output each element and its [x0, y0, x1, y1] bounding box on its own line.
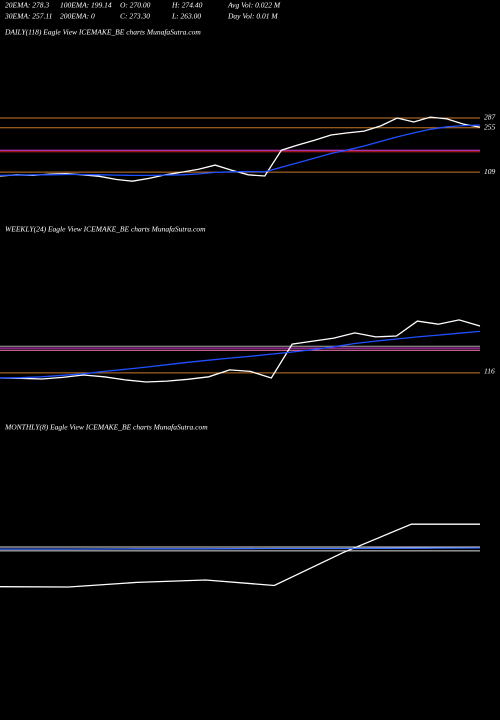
- header-stat: Avg Vol: 0.022 M: [227, 1, 281, 10]
- price-line: [0, 523, 480, 588]
- header-stat: 200EMA: 0: [60, 12, 95, 21]
- header-stat: Day Vol: 0.01 M: [227, 12, 278, 21]
- price-label: 287: [484, 113, 496, 122]
- header-stat: 30EMA: 257.11: [4, 12, 52, 21]
- header-stat: O: 270.00: [120, 1, 151, 10]
- header-stat: L: 263.00: [171, 12, 201, 21]
- header-stat: 100EMA: 199.14: [60, 1, 112, 10]
- price-label: 255: [484, 122, 496, 131]
- header-stat: 20EMA: 278.3: [5, 1, 49, 10]
- price-label: 109: [484, 167, 496, 176]
- price-label: 116: [484, 367, 495, 376]
- header-stat: C: 273.30: [120, 12, 150, 21]
- panel-title: DAILY(118) Eagle View ICEMAKE_BE charts …: [4, 28, 201, 37]
- panel-title: MONTHLY(8) Eagle View ICEMAKE_BE charts …: [4, 423, 208, 432]
- price-line: [0, 547, 481, 550]
- panel-title: WEEKLY(24) Eagle View ICEMAKE_BE charts …: [5, 225, 206, 234]
- price-line: [0, 319, 481, 383]
- price-line: [0, 124, 481, 177]
- price-line: [0, 330, 481, 379]
- header-stat: H: 274.40: [171, 1, 203, 10]
